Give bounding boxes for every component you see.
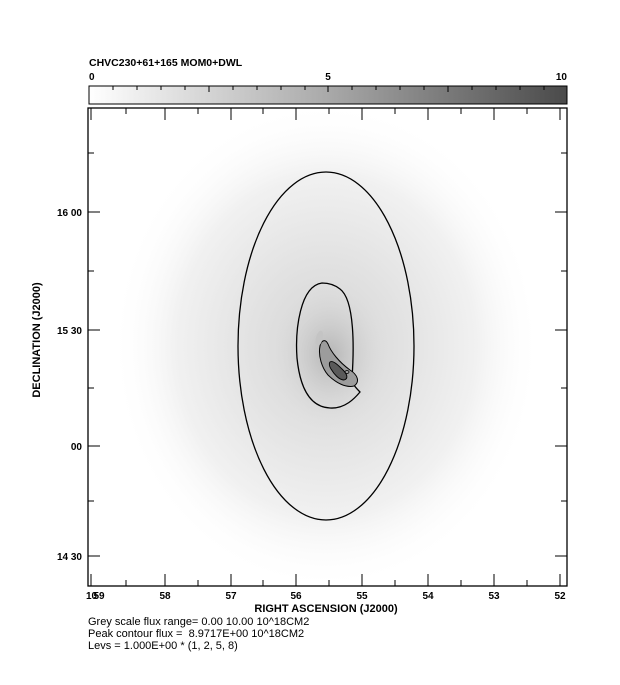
y-tick-label: 15 30 — [57, 326, 82, 337]
plot-frame — [87, 107, 568, 587]
x-tick-label: 54 — [422, 591, 434, 602]
chart-title: CHVC230+61+165 MOM0+DWL — [89, 57, 243, 69]
contour-level-5 — [319, 340, 358, 387]
colorbar: 0 5 10 — [88, 72, 568, 105]
contour-small-blob — [344, 370, 350, 374]
contour-level-2 — [295, 282, 361, 409]
x-tick-label: 53 — [488, 591, 500, 602]
peak-contour-text: Peak contour flux = 8.9717E+00 10^18CM2 — [88, 628, 305, 640]
x-tick-label: 55 — [356, 591, 368, 602]
emission-spur — [315, 330, 324, 346]
colorbar-label-min: 0 — [89, 72, 95, 83]
contour-level-8 — [328, 361, 348, 381]
axis-ticks — [88, 108, 567, 586]
colorbar-ticks — [88, 86, 545, 92]
y-tick-label: 14 30 — [57, 552, 82, 563]
y-axis-title: DECLINATION (J2000) — [31, 282, 43, 398]
colorbar-label-max: 10 — [556, 72, 568, 83]
y-tick-labels: 16 00 15 30 00 14 30 — [57, 208, 82, 563]
colorbar-label-mid: 5 — [325, 72, 331, 83]
contour-level-1 — [237, 171, 415, 521]
x-tick-label: 59 — [93, 591, 105, 602]
x-tick-label: 58 — [159, 591, 171, 602]
x-tick-labels: 10 59 58 57 56 55 54 53 52 — [86, 591, 566, 602]
grey-scale-range-text: Grey scale flux range= 0.00 10.00 10^18C… — [88, 616, 310, 628]
levels-text: Levs = 1.000E+00 * (1, 2, 5, 8) — [88, 640, 238, 652]
x-tick-label: 56 — [290, 591, 302, 602]
x-tick-hours: 10 — [86, 591, 98, 602]
y-tick-label: 16 00 — [57, 208, 82, 219]
x-tick-label: 57 — [225, 591, 237, 602]
y-tick-label: 00 — [71, 442, 83, 453]
flux-footer: Grey scale flux range= 0.00 10.00 10^18C… — [88, 616, 309, 652]
x-axis-title: RIGHT ASCENSION (J2000) — [254, 603, 398, 615]
x-tick-label: 52 — [554, 591, 566, 602]
plot-area — [87, 107, 568, 587]
